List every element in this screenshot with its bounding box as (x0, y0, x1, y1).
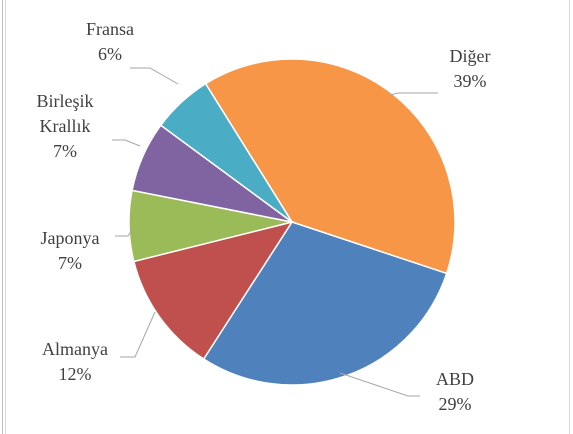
leader-line (120, 311, 156, 358)
category-label: Diğer (450, 46, 491, 66)
category-label: ABD (436, 369, 474, 389)
value-label: 12% (59, 364, 92, 384)
pie-slice (132, 220, 294, 361)
category-label-line: Almanya (42, 339, 108, 359)
value-label: 39% (454, 71, 487, 91)
category-label-line: Birleşik (37, 91, 94, 111)
category-label-line: ABD (436, 369, 474, 389)
value-label: 29% (439, 394, 472, 414)
pie-slice (202, 221, 448, 386)
value-label: 6% (98, 44, 122, 64)
value-label: 7% (53, 141, 77, 161)
category-label: Japonya (41, 228, 100, 248)
leader-line (115, 229, 133, 237)
category-label-line: Diğer (450, 46, 491, 66)
leader-line (389, 92, 438, 96)
category-label-line: Japonya (41, 228, 100, 248)
category-label: Fransa (86, 19, 134, 39)
category-label: Birleşik Krallık (37, 91, 94, 136)
value-label: 7% (58, 253, 82, 273)
category-label-line: Krallık (40, 116, 91, 136)
leader-line (112, 139, 141, 147)
leader-line (130, 67, 179, 85)
leader-line (339, 372, 420, 397)
category-label-line: Fransa (86, 19, 134, 39)
category-label: Almanya (42, 339, 108, 359)
pie-slice (159, 82, 293, 223)
